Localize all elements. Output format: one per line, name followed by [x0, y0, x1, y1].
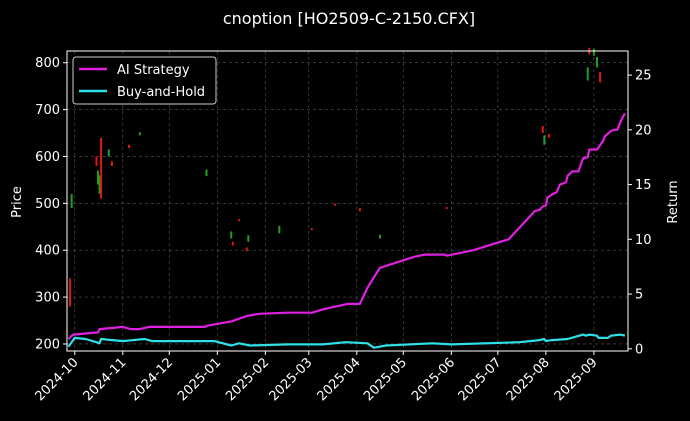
y2-tick-label: 10 [635, 233, 652, 248]
series [67, 112, 626, 349]
y2-tick-label: 0 [635, 342, 643, 357]
candle-up [98, 175, 101, 194]
y-tick-label: 700 [35, 103, 60, 118]
candle-up [586, 67, 589, 81]
candle-down [245, 247, 248, 252]
y-tick-label: 200 [35, 337, 60, 352]
candle-down [334, 203, 337, 206]
candle-down [110, 161, 113, 166]
chart-title: cnoption [HO2509-C-2150.CFX] [223, 9, 475, 28]
candle-up [278, 225, 281, 234]
series-line-buy-and-hold [67, 333, 626, 349]
candle-up [138, 132, 141, 136]
series-line-ai-strategy [67, 112, 626, 340]
y-tick-label: 400 [35, 244, 60, 259]
candle-down [69, 278, 72, 307]
candle-up [230, 231, 233, 239]
candle-down [541, 126, 544, 134]
candle-down [445, 207, 448, 209]
candle-down [547, 133, 550, 138]
candle-down [127, 144, 130, 149]
legend-box [72, 56, 217, 105]
candle-down [231, 241, 234, 246]
y2-tick-label: 15 [635, 178, 652, 193]
legend: AI Strategy Buy-and-Hold [72, 56, 217, 105]
y-tick-label: 600 [35, 150, 60, 165]
candle-down [358, 208, 361, 212]
candle-down [310, 228, 313, 231]
candle-down [238, 219, 241, 222]
y2-tick-label: 5 [635, 288, 643, 303]
y-tick-label: 300 [35, 291, 60, 306]
candle-up [543, 135, 546, 145]
legend-label-ai: AI Strategy [117, 63, 190, 78]
candle-down [599, 72, 602, 83]
candle-up [592, 48, 595, 56]
candle-up [379, 234, 382, 239]
y-tick-label: 800 [35, 56, 60, 71]
y-tick-label: 500 [35, 197, 60, 212]
candles [69, 47, 602, 307]
candle-up [70, 193, 73, 209]
candle-up [596, 57, 599, 68]
y2-tick-label: 20 [635, 123, 652, 138]
y2-tick-label: 25 [635, 69, 652, 84]
y-axis-label: Price [10, 186, 25, 218]
y2-axis-label: Return [666, 180, 681, 223]
candle-up [247, 235, 250, 242]
legend-label-bh: Buy-and-Hold [117, 85, 205, 100]
plot-frame [66, 50, 629, 352]
candle-down [100, 137, 103, 199]
candle-up [96, 170, 99, 185]
candle-down [95, 156, 98, 166]
candle-up [107, 149, 110, 157]
candle-up [205, 169, 208, 177]
